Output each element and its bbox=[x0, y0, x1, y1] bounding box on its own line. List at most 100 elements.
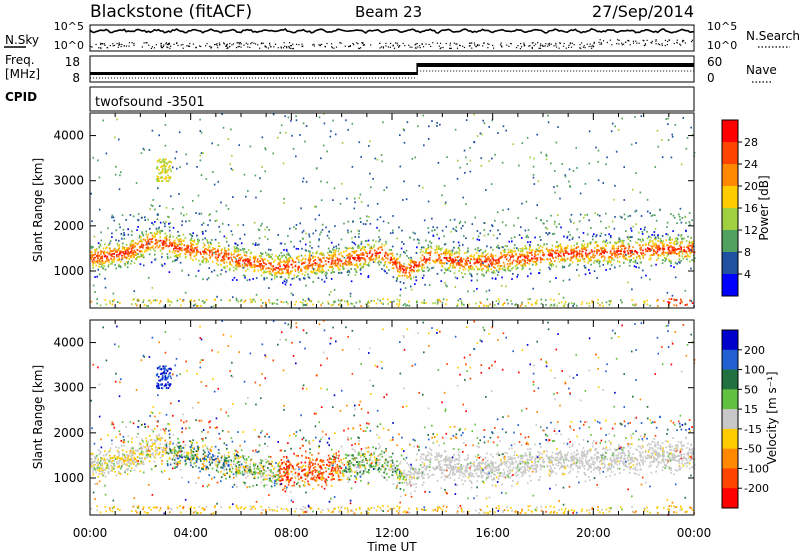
power-cell bbox=[628, 252, 630, 254]
power-cell bbox=[632, 246, 634, 248]
noise-search-point bbox=[237, 46, 238, 47]
power-cell bbox=[237, 263, 239, 265]
y-tick-label: 1000 bbox=[53, 264, 84, 278]
power-cell bbox=[99, 177, 101, 179]
power-cell bbox=[433, 260, 435, 262]
power-cell bbox=[533, 158, 535, 160]
power-cell bbox=[681, 222, 683, 224]
power-cell bbox=[205, 258, 207, 260]
power-cell bbox=[277, 264, 279, 266]
power-cell bbox=[687, 245, 689, 247]
power-cell bbox=[587, 256, 589, 258]
noise-search-point bbox=[551, 44, 552, 45]
power-cell bbox=[142, 301, 144, 303]
power-cell bbox=[162, 248, 164, 250]
noise-search-point bbox=[114, 45, 115, 46]
power-cell bbox=[526, 201, 528, 203]
noise-search-point bbox=[353, 44, 354, 45]
power-cell bbox=[162, 158, 164, 160]
power-cell bbox=[307, 274, 309, 276]
noise-search-point bbox=[572, 43, 573, 44]
power-cell bbox=[437, 273, 439, 275]
noise-search-point bbox=[269, 44, 270, 45]
power-cell bbox=[496, 262, 498, 264]
power-cell bbox=[542, 252, 544, 254]
power-cell bbox=[423, 144, 425, 146]
power-cell bbox=[392, 215, 394, 217]
power-cell bbox=[429, 257, 431, 259]
power-cell bbox=[508, 208, 510, 210]
power-cell bbox=[674, 299, 676, 301]
power-cell bbox=[165, 165, 167, 167]
power-cell bbox=[504, 251, 506, 253]
power-cell bbox=[364, 246, 366, 248]
power-cell bbox=[115, 174, 117, 176]
power-cell bbox=[113, 300, 115, 302]
power-cell bbox=[354, 259, 356, 261]
power-cell bbox=[642, 257, 644, 259]
noise-search-point bbox=[176, 43, 177, 44]
power-cell bbox=[191, 244, 193, 246]
power-cell bbox=[202, 231, 204, 233]
power-cell bbox=[320, 304, 322, 306]
power-cell bbox=[465, 237, 467, 239]
power-cell bbox=[651, 234, 653, 236]
power-cell bbox=[260, 257, 262, 259]
power-cell bbox=[380, 246, 382, 248]
power-cell bbox=[293, 148, 295, 150]
noise-search-point bbox=[474, 44, 475, 45]
power-cell bbox=[459, 167, 461, 169]
power-cell bbox=[632, 253, 634, 255]
power-cell bbox=[360, 221, 362, 223]
power-cell bbox=[369, 250, 371, 252]
power-cell bbox=[93, 267, 95, 269]
power-cell bbox=[648, 244, 650, 246]
power-cell bbox=[601, 250, 603, 252]
power-cell bbox=[670, 246, 672, 248]
power-cell bbox=[273, 113, 275, 115]
power-cell bbox=[360, 269, 362, 271]
power-cell bbox=[117, 245, 119, 247]
power-cell bbox=[102, 120, 104, 122]
power-cell bbox=[329, 251, 331, 253]
power-cell bbox=[488, 259, 490, 261]
power-cell bbox=[350, 231, 352, 233]
power-cell bbox=[604, 251, 606, 253]
power-cell bbox=[418, 242, 420, 244]
power-cell bbox=[579, 253, 581, 255]
noise-search-point bbox=[133, 45, 134, 46]
noise-search-point bbox=[517, 45, 518, 46]
power-cell bbox=[358, 256, 360, 258]
power-cell bbox=[116, 254, 118, 256]
power-cell bbox=[373, 300, 375, 302]
power-cell bbox=[113, 253, 115, 255]
noise-search-point bbox=[456, 43, 457, 44]
power-cell bbox=[276, 276, 278, 278]
power-cell bbox=[479, 250, 481, 252]
power-cell bbox=[203, 222, 205, 224]
power-cell bbox=[457, 262, 459, 264]
power-cell bbox=[680, 246, 682, 248]
power-cell bbox=[330, 291, 332, 293]
power-cell bbox=[454, 267, 456, 269]
power-cell bbox=[602, 264, 604, 266]
power-cell bbox=[341, 239, 343, 241]
power-cell bbox=[228, 224, 230, 226]
power-cell bbox=[147, 234, 149, 236]
power-cell bbox=[477, 247, 479, 249]
power-cell bbox=[279, 263, 281, 265]
velocity-cell bbox=[407, 511, 409, 513]
power-cell bbox=[260, 299, 262, 301]
power-cell bbox=[310, 271, 312, 273]
noise-search-point bbox=[246, 43, 247, 44]
power-cell bbox=[225, 205, 227, 207]
power-cell bbox=[657, 240, 659, 242]
noise-search-point bbox=[263, 43, 264, 44]
power-cell bbox=[110, 258, 112, 260]
power-cell bbox=[465, 268, 467, 270]
power-cell bbox=[526, 262, 528, 264]
noise-search-point bbox=[364, 44, 365, 45]
power-cell bbox=[509, 270, 511, 272]
velocity-cell bbox=[120, 378, 122, 380]
power-cell bbox=[469, 262, 471, 264]
